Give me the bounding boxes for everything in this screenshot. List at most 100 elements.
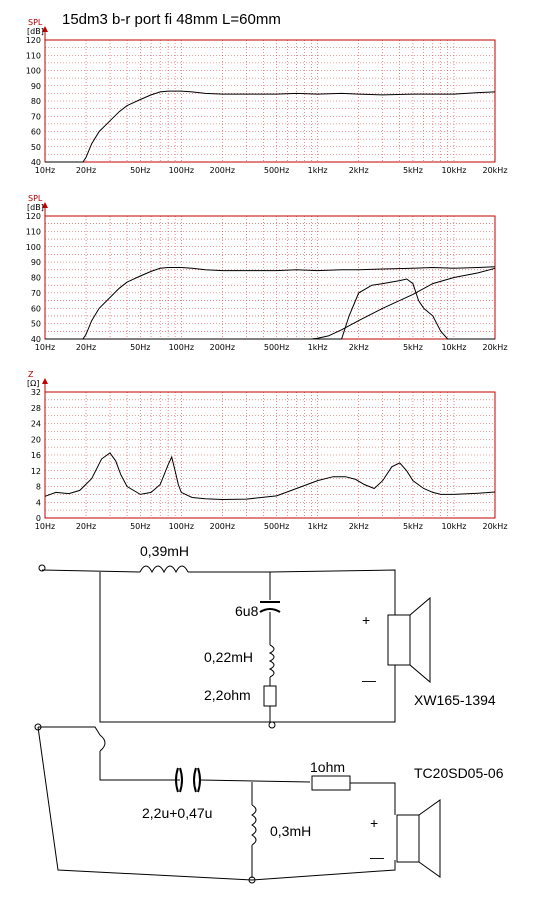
- woofer-speaker-cone: [409, 596, 431, 684]
- x-tick-label: 200Hz: [210, 166, 235, 175]
- x-tick-label: 10kHz: [441, 522, 466, 531]
- x-tick-label: 10Hz: [35, 166, 55, 175]
- y-tick-label: 0: [36, 514, 41, 523]
- x-tick-label: 20Hz: [76, 343, 96, 352]
- wire: [38, 726, 101, 736]
- wire: [99, 572, 396, 723]
- y-tick-label: 50: [31, 320, 41, 329]
- y-tick-label: 32: [31, 388, 41, 397]
- woofer-minus-sign: —: [362, 672, 376, 688]
- y-tick-label: 70: [31, 289, 41, 298]
- x-tick-label: 50Hz: [130, 522, 150, 531]
- woofer-plus-sign: +: [362, 612, 370, 628]
- x-tick-label: 500Hz: [264, 166, 289, 175]
- y-tick-label: 60: [31, 304, 41, 313]
- y-tick-label: 100: [26, 243, 41, 252]
- label-tweeter-model: TC20SD05-06: [414, 765, 504, 781]
- label-woofer-resistor: 2,2ohm: [204, 687, 251, 703]
- label-woofer-model: XW165-1394: [414, 692, 496, 708]
- x-tick-label: 1kHz: [308, 166, 328, 175]
- x-tick-label: 5kHz: [403, 166, 423, 175]
- y-tick-label: 4: [36, 498, 41, 507]
- impedance-chart: Z[Ω] 0 4 8 12 16 20 24 28 32 10Hz 20Hz 50Hz 100Hz 200H…: [27, 370, 508, 531]
- wire: [41, 569, 141, 573]
- junction: [268, 721, 276, 729]
- x-tick-label: 5kHz: [403, 522, 423, 531]
- label-tweeter-inductor: 0,3mH: [270, 823, 311, 839]
- y-axis-label: SPL: [28, 194, 43, 203]
- y-tick-label: 120: [26, 212, 41, 221]
- x-tick-label: 50Hz: [130, 343, 150, 352]
- series-line-2: [45, 278, 495, 340]
- inductor-022-symbol: [268, 644, 275, 678]
- resistor-22-symbol: [263, 685, 277, 707]
- x-tick-label: 10kHz: [441, 166, 466, 175]
- input-terminal-negative: [34, 723, 42, 731]
- y-tick-label: 20: [31, 435, 41, 444]
- series-line-0: [44, 452, 496, 501]
- y-tick-label: 50: [31, 143, 41, 152]
- inductor-039-symbol: [139, 565, 189, 574]
- capacitor-047-symbol: [193, 767, 201, 793]
- x-tick-label: 20kHz: [482, 166, 507, 175]
- label-tweeter-resistor: 1ohm: [310, 759, 345, 775]
- x-tick-label: 20Hz: [76, 166, 96, 175]
- spl-chart-woofer: SPL[dB] 40 50 60 70 80 90 100 110 120 10Hz 20Hz 50Hz…: [26, 18, 508, 175]
- y-tick-label: 70: [31, 112, 41, 121]
- wire: [37, 726, 396, 881]
- y-tick-label: 120: [26, 36, 41, 45]
- y-axis-unit: [dB]: [27, 27, 44, 36]
- wire: [99, 751, 180, 781]
- y-tick-label: 28: [31, 404, 41, 413]
- chart-title: 15dm3 b-r port fi 48mm L=60mm: [62, 11, 281, 28]
- wire: [188, 569, 396, 615]
- x-tick-label: 10Hz: [35, 343, 55, 352]
- x-tick-label: 100Hz: [169, 343, 194, 352]
- capacitor-plate: [259, 608, 281, 613]
- series-line-0: [45, 266, 496, 340]
- x-tick-label: 500Hz: [264, 522, 289, 531]
- tweeter-plus-sign: +: [370, 815, 378, 831]
- x-tick-label: 20kHz: [482, 522, 507, 531]
- x-tick-label: 5kHz: [403, 343, 423, 352]
- spl-chart-combined: SPL[dB] 40 50 60 70 80 90 100 110 120 10Hz 20Hz 50Hz…: [26, 194, 508, 352]
- y-axis-arrow-icon: [42, 202, 48, 208]
- y-tick-label: 80: [31, 97, 41, 106]
- label-woofer-inductor: 0,39mH: [140, 543, 189, 559]
- x-tick-label: 200Hz: [210, 343, 235, 352]
- x-tick-label: 20kHz: [482, 343, 507, 352]
- y-axis-label: SPL: [28, 18, 43, 27]
- capacitor-22-symbol: [175, 767, 183, 793]
- tweeter-speaker-magnet: [396, 814, 420, 863]
- y-tick-label: 110: [26, 227, 41, 236]
- tweeter-speaker-cone: [418, 799, 441, 878]
- y-tick-label: 12: [31, 467, 41, 476]
- y-tick-label: 90: [31, 258, 41, 267]
- y-axis-label: Z: [28, 370, 34, 379]
- wire-crossing: [99, 734, 106, 752]
- x-tick-label: 100Hz: [169, 166, 194, 175]
- series-line-0: [45, 90, 496, 163]
- x-tick-label: 200Hz: [210, 522, 235, 531]
- x-tick-label: 2kHz: [349, 522, 369, 531]
- series-line-1: [45, 267, 496, 340]
- x-tick-label: 10Hz: [35, 522, 55, 531]
- input-terminal-positive: [38, 564, 46, 572]
- label-tweeter-capacitors: 2,2u+0,47u: [142, 805, 212, 821]
- y-tick-label: 100: [26, 67, 41, 76]
- x-tick-label: 2kHz: [349, 166, 369, 175]
- y-tick-label: 8: [36, 483, 41, 492]
- y-tick-label: 24: [31, 420, 41, 429]
- resistor-1-symbol: [311, 775, 351, 791]
- y-axis-unit: [dB]: [27, 203, 44, 212]
- label-woofer-capacitor: 6u8: [235, 603, 259, 619]
- x-tick-label: 50Hz: [130, 166, 150, 175]
- y-axis-arrow-icon: [42, 26, 48, 32]
- x-tick-label: 10kHz: [441, 343, 466, 352]
- x-tick-label: 20Hz: [76, 522, 96, 531]
- wire: [350, 782, 396, 815]
- tweeter-minus-sign: —: [370, 849, 384, 865]
- y-tick-label: 16: [31, 451, 41, 460]
- x-tick-label: 1kHz: [308, 343, 328, 352]
